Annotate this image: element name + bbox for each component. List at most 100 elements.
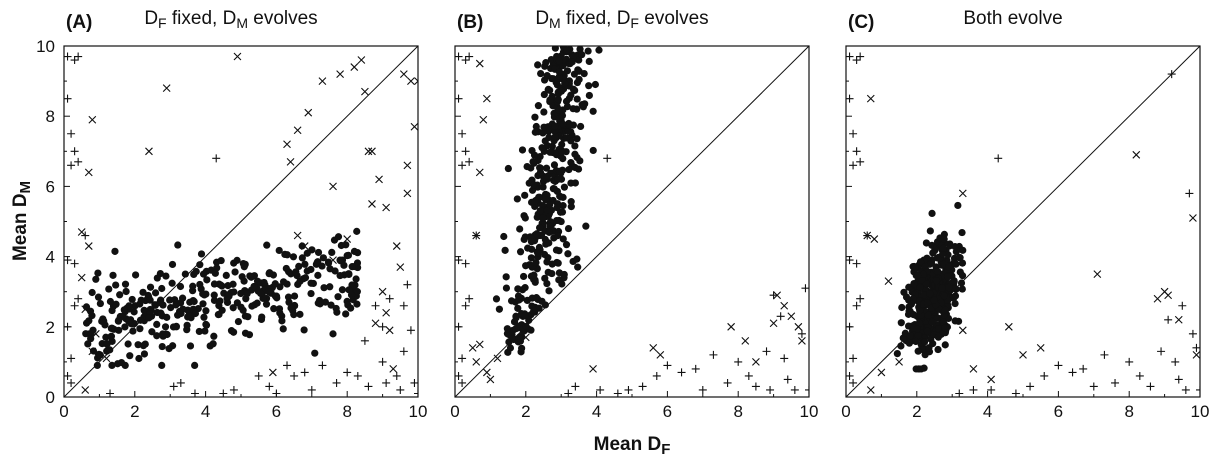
plus-marker xyxy=(403,281,411,289)
dot-marker xyxy=(574,95,581,102)
cross-marker xyxy=(361,88,368,95)
cross-marker xyxy=(78,229,85,236)
x-tick-label: 8 xyxy=(342,402,351,421)
x-tick-label: 2 xyxy=(521,402,530,421)
dot-marker xyxy=(544,173,551,180)
cross-marker xyxy=(372,320,379,327)
dot-marker xyxy=(132,271,139,278)
dot-marker xyxy=(521,284,528,291)
dot-marker xyxy=(233,257,240,264)
plus-marker xyxy=(856,158,864,166)
title-part: fixed, D xyxy=(167,8,237,29)
y-axis-title-subscript: M xyxy=(17,181,34,194)
dot-marker xyxy=(192,310,199,317)
dot-marker xyxy=(157,310,164,317)
cross-marker xyxy=(269,369,276,376)
dot-marker xyxy=(537,207,544,214)
dot-marker xyxy=(196,281,203,288)
dot-marker xyxy=(159,343,166,350)
plus-marker xyxy=(407,326,415,334)
cross-marker xyxy=(885,278,892,285)
plus-marker xyxy=(766,386,774,394)
cross-marker xyxy=(1094,271,1101,278)
dot-marker xyxy=(532,197,539,204)
dot-marker xyxy=(573,256,580,263)
dot-marker xyxy=(950,294,957,301)
dot-marker xyxy=(329,330,336,337)
x-tick-label: 2 xyxy=(912,402,921,421)
dot-marker xyxy=(570,86,577,93)
dot-marker xyxy=(586,58,593,65)
dot-marker xyxy=(570,105,577,112)
dot-marker xyxy=(314,272,321,279)
dot-marker xyxy=(569,58,576,65)
dot-marker xyxy=(105,285,112,292)
dot-marker xyxy=(169,261,176,268)
dot-marker xyxy=(528,238,535,245)
dot-marker xyxy=(532,129,539,136)
dot-marker xyxy=(278,317,285,324)
plus-marker xyxy=(458,161,466,169)
dot-marker xyxy=(934,268,941,275)
dot-marker xyxy=(514,285,521,292)
dot-marker xyxy=(518,345,525,352)
dot-marker xyxy=(945,263,952,270)
cross-marker xyxy=(287,158,294,165)
cross-marker xyxy=(78,274,85,281)
dot-marker xyxy=(173,323,180,330)
plus-marker xyxy=(571,382,579,390)
dot-marker xyxy=(951,277,958,284)
plus-marker xyxy=(343,368,351,376)
plus-marker xyxy=(798,330,806,338)
dot-marker xyxy=(582,223,589,230)
title-part: evolves xyxy=(639,8,709,29)
dot-marker xyxy=(263,242,270,249)
plus-marker xyxy=(1054,361,1062,369)
dot-marker xyxy=(182,270,189,277)
cross-marker xyxy=(752,358,759,365)
dot-marker xyxy=(561,80,568,87)
plus-marker xyxy=(1100,351,1108,359)
plus-marker xyxy=(1040,372,1048,380)
x-tick-label: 8 xyxy=(733,402,742,421)
dot-marker xyxy=(945,284,952,291)
cross-marker xyxy=(330,183,337,190)
dot-marker xyxy=(572,179,579,186)
cross-marker xyxy=(867,386,874,393)
dot-marker xyxy=(927,227,934,234)
plus-marker xyxy=(856,295,864,303)
dot-marker xyxy=(212,270,219,277)
dot-marker xyxy=(951,243,958,250)
cross-marker xyxy=(397,264,404,271)
plus-marker xyxy=(64,256,72,264)
dot-marker xyxy=(137,317,144,324)
title-subscript: M xyxy=(549,15,561,31)
dot-marker xyxy=(166,296,173,303)
dot-marker xyxy=(514,305,521,312)
dot-marker xyxy=(248,274,255,281)
x-tick-label: 8 xyxy=(1124,402,1133,421)
plus-marker xyxy=(455,53,463,61)
plus-marker xyxy=(465,53,473,61)
dot-marker xyxy=(897,342,904,349)
cross-marker xyxy=(1133,151,1140,158)
dot-marker xyxy=(925,312,932,319)
dot-marker xyxy=(545,287,552,294)
plus-marker xyxy=(386,295,394,303)
plus-marker xyxy=(846,323,854,331)
dot-marker xyxy=(147,284,154,291)
plus-marker xyxy=(614,389,622,397)
x-tick-label: 2 xyxy=(130,402,139,421)
plus-marker xyxy=(692,365,700,373)
cross-marker xyxy=(365,148,372,155)
plus-marker xyxy=(653,372,661,380)
dot-marker xyxy=(548,270,555,277)
dot-marker xyxy=(109,272,116,279)
plus-marker xyxy=(290,372,298,380)
dot-marker xyxy=(152,289,159,296)
cross-marker xyxy=(476,60,483,67)
plus-marker xyxy=(372,302,380,310)
dot-marker xyxy=(314,258,321,265)
dot-marker xyxy=(530,181,537,188)
dot-marker xyxy=(898,319,905,326)
